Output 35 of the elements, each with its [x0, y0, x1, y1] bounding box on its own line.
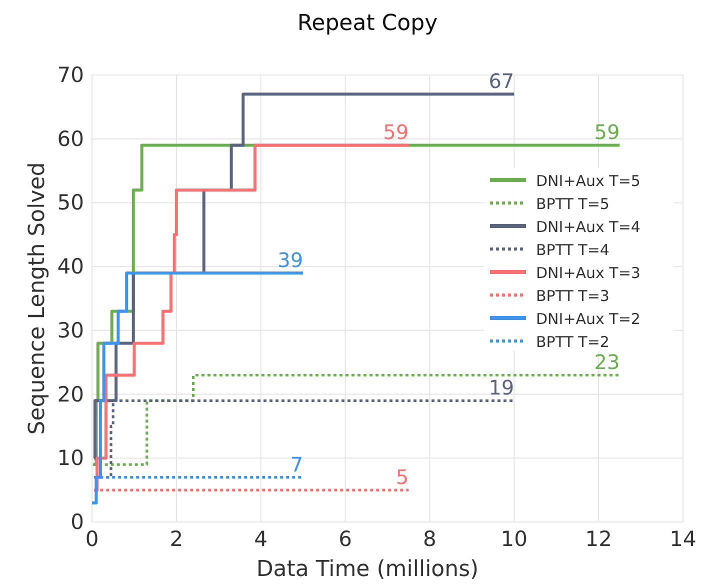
- y-tick-label: 40: [57, 254, 84, 279]
- legend-label: BPTT T=2: [536, 333, 610, 351]
- x-tick-label: 12: [585, 527, 612, 551]
- legend-label: DNI+Aux T=2: [536, 310, 640, 328]
- legend-label: DNI+Aux T=5: [536, 172, 640, 190]
- y-tick-label: 20: [57, 382, 84, 406]
- x-tick-label: 4: [254, 527, 268, 551]
- legend-label: BPTT T=5: [536, 195, 610, 213]
- legend-label: BPTT T=4: [536, 241, 610, 259]
- chart-title: Repeat Copy: [297, 11, 438, 36]
- data-label: 59: [383, 120, 409, 144]
- y-tick-label: 0: [70, 510, 84, 534]
- data-label: 67: [488, 69, 514, 94]
- legend-label: DNI+Aux T=3: [536, 264, 640, 282]
- y-tick-label: 30: [57, 318, 84, 342]
- x-tick-label: 0: [85, 527, 99, 551]
- data-label: 7: [290, 452, 304, 476]
- x-tick-label: 8: [423, 527, 436, 551]
- y-tick-label: 60: [57, 126, 84, 151]
- data-label: 5: [396, 465, 409, 490]
- legend-label: BPTT T=3: [536, 287, 610, 305]
- legend-label: DNI+Aux T=4: [536, 218, 640, 236]
- data-label: 23: [594, 350, 620, 374]
- data-label: 19: [488, 376, 514, 400]
- x-tick-label: 14: [670, 527, 696, 551]
- data-label: 39: [278, 248, 304, 272]
- y-tick-label: 50: [57, 190, 84, 215]
- y-axis-title: Sequence Length Solved: [25, 162, 50, 435]
- x-tick-label: 6: [338, 527, 352, 551]
- data-label: 59: [594, 120, 620, 144]
- x-tick-label: 10: [500, 527, 528, 551]
- y-tick-label: 70: [57, 63, 84, 87]
- y-tick-label: 10: [57, 446, 84, 470]
- x-axis-title: Data Time (millions): [256, 557, 479, 582]
- x-tick-label: 2: [170, 527, 184, 551]
